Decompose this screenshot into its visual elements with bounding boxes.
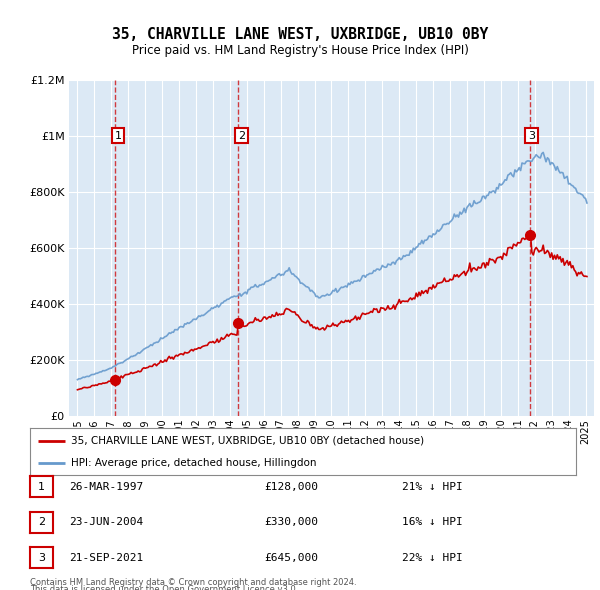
Text: Price paid vs. HM Land Registry's House Price Index (HPI): Price paid vs. HM Land Registry's House … — [131, 44, 469, 57]
Text: HPI: Average price, detached house, Hillingdon: HPI: Average price, detached house, Hill… — [71, 458, 316, 468]
Text: 26-MAR-1997: 26-MAR-1997 — [69, 482, 143, 491]
Text: £330,000: £330,000 — [264, 517, 318, 527]
Text: 35, CHARVILLE LANE WEST, UXBRIDGE, UB10 0BY (detached house): 35, CHARVILLE LANE WEST, UXBRIDGE, UB10 … — [71, 436, 424, 446]
Text: 21% ↓ HPI: 21% ↓ HPI — [402, 482, 463, 491]
Text: 35, CHARVILLE LANE WEST, UXBRIDGE, UB10 0BY: 35, CHARVILLE LANE WEST, UXBRIDGE, UB10 … — [112, 27, 488, 41]
Text: 21-SEP-2021: 21-SEP-2021 — [69, 553, 143, 562]
Text: 2: 2 — [238, 131, 245, 140]
Text: 1: 1 — [115, 131, 122, 140]
Text: 3: 3 — [38, 553, 45, 562]
Text: 22% ↓ HPI: 22% ↓ HPI — [402, 553, 463, 562]
Text: £645,000: £645,000 — [264, 553, 318, 562]
Text: 2: 2 — [38, 517, 45, 527]
Text: Contains HM Land Registry data © Crown copyright and database right 2024.: Contains HM Land Registry data © Crown c… — [30, 578, 356, 587]
Text: 23-JUN-2004: 23-JUN-2004 — [69, 517, 143, 527]
Text: £128,000: £128,000 — [264, 482, 318, 491]
Text: 1: 1 — [38, 482, 45, 491]
Text: 16% ↓ HPI: 16% ↓ HPI — [402, 517, 463, 527]
Text: 3: 3 — [528, 131, 535, 140]
Text: This data is licensed under the Open Government Licence v3.0.: This data is licensed under the Open Gov… — [30, 585, 298, 590]
